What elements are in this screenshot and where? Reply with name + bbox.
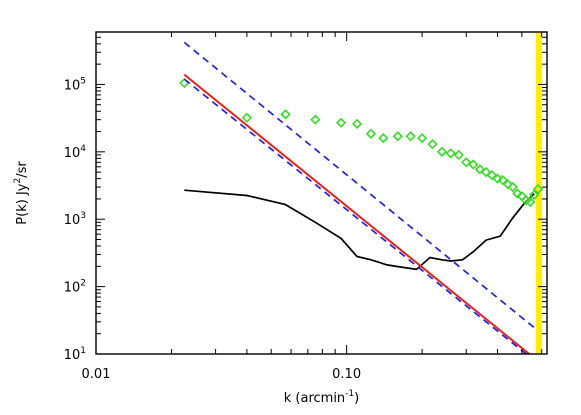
series-4-line <box>183 78 527 355</box>
y-tick-label: 104 <box>64 144 87 161</box>
y-tick-label: 102 <box>64 279 86 296</box>
data-point <box>351 118 363 129</box>
data-point <box>474 164 485 175</box>
series-3-line <box>183 41 536 330</box>
data-point <box>486 170 498 181</box>
x-axis-label: k (arcmin-1) <box>284 389 359 406</box>
data-point <box>453 149 464 161</box>
series-1-markers <box>179 77 544 208</box>
data-point <box>392 131 403 142</box>
data-point <box>461 157 472 168</box>
data-point <box>532 183 544 195</box>
data-point <box>502 179 514 190</box>
data-point <box>492 173 503 184</box>
x-tick-label: 0.01 <box>82 367 111 382</box>
y-tick-label: 105 <box>64 76 86 93</box>
plot-area <box>179 32 544 355</box>
data-point <box>525 196 536 208</box>
data-point <box>310 114 321 125</box>
data-point <box>512 188 523 199</box>
series-0-line <box>184 189 535 271</box>
data-point <box>405 131 416 142</box>
data-point <box>365 128 377 139</box>
y-axis-label: P(k) Jy2/sr <box>13 161 30 225</box>
data-point <box>335 117 347 128</box>
y-tick-label: 101 <box>64 346 86 363</box>
data-point <box>427 139 438 150</box>
data-point <box>480 166 492 178</box>
data-point <box>378 132 389 144</box>
data-point <box>529 189 540 200</box>
data-point <box>497 175 508 186</box>
data-point <box>416 132 428 144</box>
data-point <box>468 159 479 170</box>
data-point <box>241 112 253 123</box>
plot-frame <box>95 31 548 355</box>
axes: 0.01 0.10 101 102 103 104 105 <box>64 31 547 382</box>
x-tick-label: 0.10 <box>332 367 361 382</box>
y-tick-label: 103 <box>64 211 86 228</box>
series-2-line <box>183 73 530 355</box>
data-point <box>179 77 190 89</box>
data-point <box>280 109 291 120</box>
data-point <box>436 146 448 157</box>
data-point <box>507 181 518 193</box>
data-point <box>445 148 456 159</box>
